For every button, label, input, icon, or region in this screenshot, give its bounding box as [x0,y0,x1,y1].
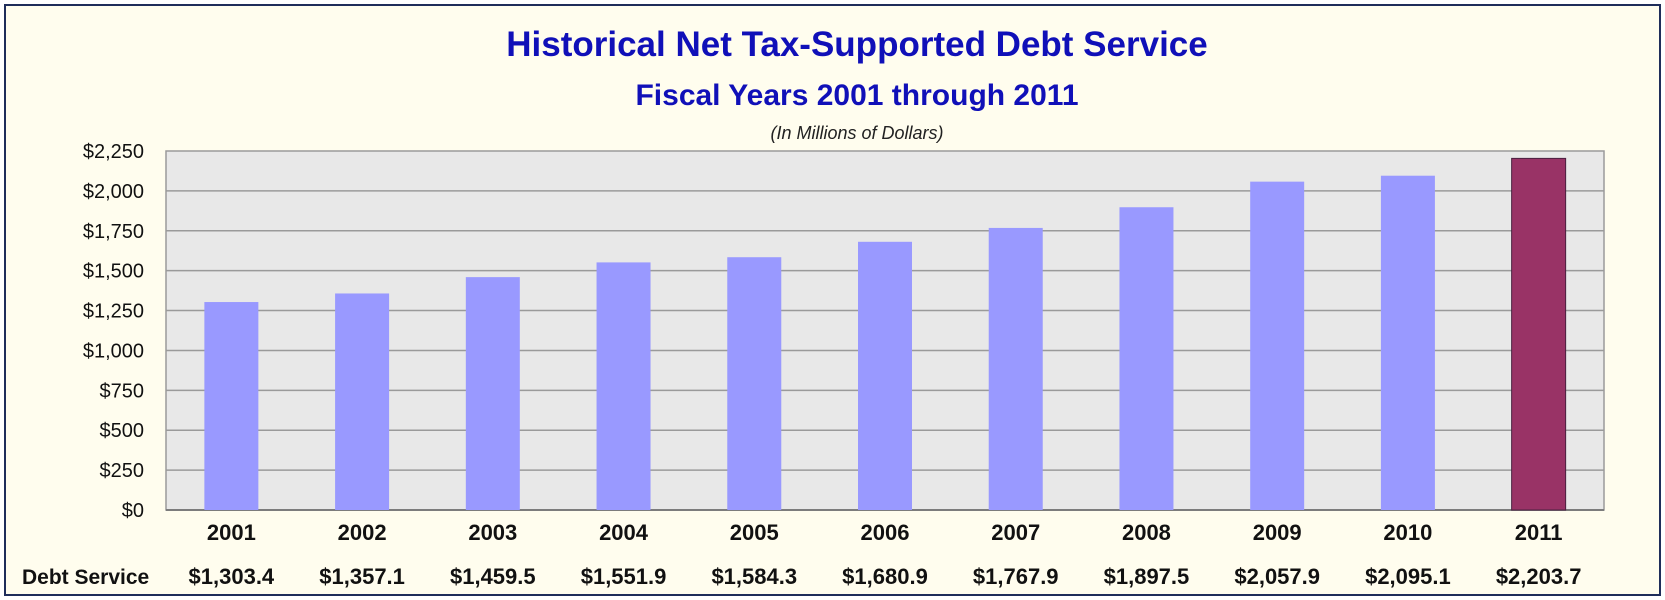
bar [596,262,651,510]
debt-service-value: $2,057.9 [1234,564,1320,589]
y-tick-label: $2,250 [83,141,144,163]
bar [204,302,259,510]
plot-area: $0 $250 $500 $750 $1,000 $1,250 $1,500 $1,750 $2… [83,141,1605,545]
y-tick-label: $1,250 [83,301,144,323]
debt-service-value: $2,095.1 [1365,564,1451,589]
chart-title: Historical Net Tax-Supported Debt Servic… [506,25,1207,64]
x-tick-label: 2008 [1122,520,1171,545]
units-note: (In Millions of Dollars) [770,123,943,143]
bar [1119,207,1174,510]
x-tick-label: 2004 [599,520,649,545]
debt-service-value: $1,459.5 [450,564,536,589]
bar [465,277,520,510]
bar [1380,175,1435,510]
y-tick-label: $1,750 [83,221,144,243]
bar [858,241,912,510]
chart-subtitle: Fiscal Years 2001 through 2011 [635,79,1078,112]
bar [988,227,1043,510]
x-tick-label: 2005 [730,520,779,545]
bar [335,293,390,510]
debt-service-value: $1,767.9 [973,564,1059,589]
y-tick-label: $0 [122,500,144,522]
x-tick-label: 2001 [207,520,256,545]
x-tick-label: 2002 [338,520,387,545]
x-tick-label: 2003 [468,520,517,545]
debt-service-value: $1,551.9 [581,564,667,589]
y-tick-label: $1,000 [83,340,144,362]
y-tick-label: $250 [100,460,145,482]
x-tick-label: 2009 [1253,520,1302,545]
debt-service-value: $1,303.4 [189,564,275,589]
x-tick-label: 2011 [1515,520,1563,545]
y-tick-label: $1,500 [83,261,144,283]
y-tick-label: $500 [100,420,145,442]
debt-service-value: $1,357.1 [319,564,405,589]
data-table: $1,303.4 $1,357.1 $1,459.5 $1,551.9 $1,584.3… [22,564,1581,589]
bar [727,257,782,510]
debt-service-value: $2,203.7 [1496,564,1582,589]
x-tick-label: 2006 [861,520,910,545]
bar [1250,181,1305,510]
debt-service-value: $1,897.5 [1104,564,1190,589]
x-tick-label: 2007 [991,520,1040,545]
y-tick-label: $2,000 [83,181,144,203]
debt-service-row-label: Debt Service [22,566,149,589]
y-tick-label: $750 [100,380,145,402]
debt-service-value: $1,584.3 [711,564,797,589]
x-tick-label: 2010 [1383,520,1432,545]
debt-service-value: $1,680.9 [842,564,928,589]
bar [1511,157,1567,511]
